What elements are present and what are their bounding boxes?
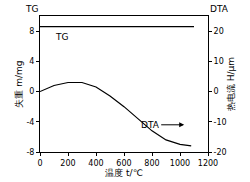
- svg-text:4: 4: [29, 57, 34, 66]
- svg-text:200: 200: [60, 159, 75, 168]
- svg-text:600: 600: [116, 159, 131, 168]
- svg-text:DTA: DTA: [141, 120, 160, 130]
- svg-text:1200: 1200: [198, 159, 218, 168]
- svg-text:-20: -20: [214, 148, 227, 157]
- svg-text:TG: TG: [55, 32, 68, 42]
- svg-text:DTA: DTA: [210, 4, 229, 14]
- svg-text:400: 400: [88, 159, 103, 168]
- svg-text:失重 m/mg: 失重 m/mg: [14, 60, 24, 107]
- svg-text:1000: 1000: [170, 159, 190, 168]
- svg-text:-8: -8: [26, 148, 34, 157]
- svg-text:800: 800: [144, 159, 159, 168]
- svg-text:热电流 H/μm: 热电流 H/μm: [226, 57, 236, 111]
- svg-text:20: 20: [214, 27, 224, 36]
- svg-text:温度 t/℃: 温度 t/℃: [105, 168, 143, 178]
- svg-text:-4: -4: [26, 118, 34, 127]
- svg-text:0: 0: [37, 159, 42, 168]
- svg-text:10: 10: [214, 57, 224, 66]
- svg-text:TG: TG: [25, 4, 38, 14]
- svg-text:0: 0: [29, 87, 34, 96]
- svg-text:8: 8: [29, 27, 34, 36]
- svg-text:-10: -10: [214, 118, 227, 127]
- svg-text:0: 0: [214, 87, 219, 96]
